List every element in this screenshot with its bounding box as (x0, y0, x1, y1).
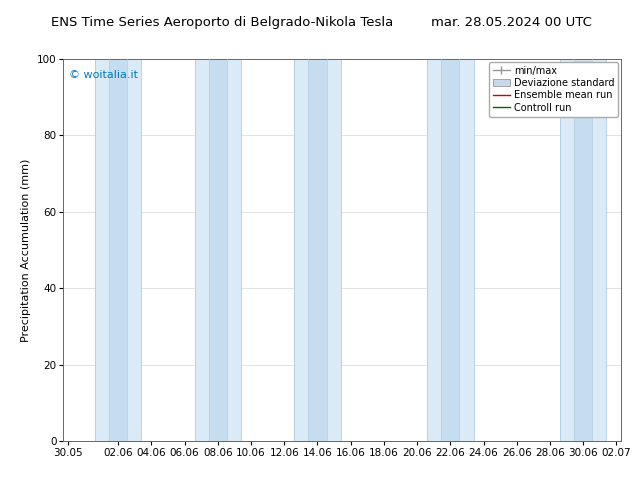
Text: ENS Time Series Aeroporto di Belgrado-Nikola Tesla: ENS Time Series Aeroporto di Belgrado-Ni… (51, 16, 393, 29)
Bar (209, 59, 227, 441)
Bar (574, 59, 592, 441)
Bar (560, 59, 606, 441)
Bar (195, 59, 241, 441)
Y-axis label: Precipitation Accumulation (mm): Precipitation Accumulation (mm) (22, 158, 31, 342)
Legend: min/max, Deviazione standard, Ensemble mean run, Controll run: min/max, Deviazione standard, Ensemble m… (489, 62, 618, 117)
Bar (294, 59, 340, 441)
Bar (109, 59, 127, 441)
Bar (427, 59, 474, 441)
Bar (441, 59, 460, 441)
Bar (308, 59, 327, 441)
Bar (95, 59, 141, 441)
Text: mar. 28.05.2024 00 UTC: mar. 28.05.2024 00 UTC (431, 16, 592, 29)
Text: © woitalia.it: © woitalia.it (69, 70, 138, 80)
